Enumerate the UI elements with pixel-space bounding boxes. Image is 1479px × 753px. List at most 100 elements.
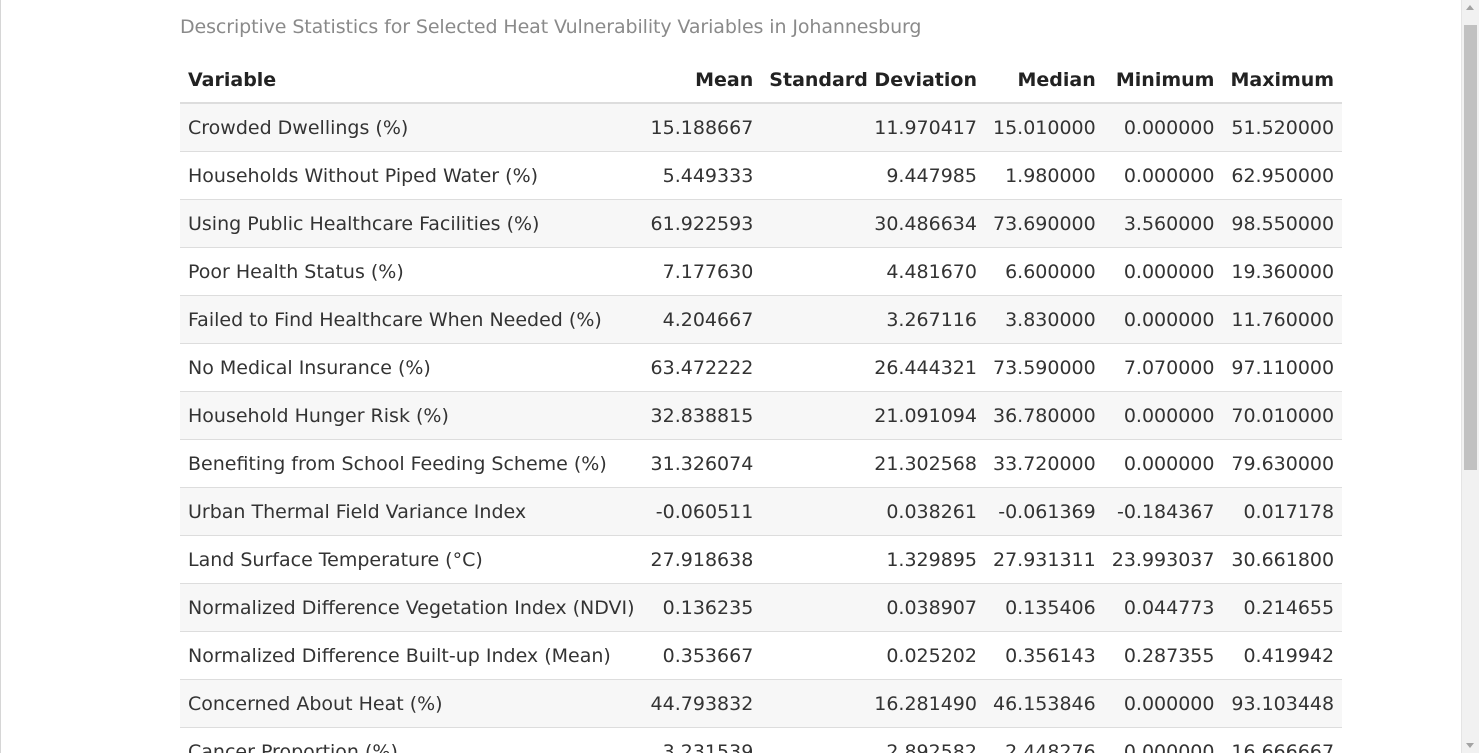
cell-variable: Cancer Proportion (%) [180, 727, 643, 753]
cell-variable: Crowded Dwellings (%) [180, 102, 643, 152]
cell-standard-deviation: 0.025202 [761, 631, 985, 680]
cell-mean: 32.838815 [642, 391, 762, 440]
cell-minimum: 7.070000 [1103, 343, 1223, 392]
descriptive-statistics-table: Variable Mean Standard Deviation Median … [180, 58, 1343, 753]
cell-mean: 31.326074 [642, 439, 762, 488]
cell-maximum: 70.010000 [1222, 391, 1343, 440]
cell-standard-deviation: 3.267116 [761, 295, 985, 344]
cell-mean: 61.922593 [642, 199, 762, 248]
cell-median: 2.448276 [984, 727, 1104, 753]
vertical-scrollbar[interactable] [1461, 0, 1479, 753]
cell-mean: 0.353667 [642, 631, 762, 680]
table-row: Failed to Find Healthcare When Needed (%… [180, 295, 1343, 344]
cell-maximum: 19.360000 [1222, 247, 1343, 296]
cell-maximum: 62.950000 [1222, 151, 1343, 200]
cell-median: 36.780000 [984, 391, 1104, 440]
cell-median: 27.931311 [984, 535, 1104, 584]
cell-minimum: 0.000000 [1103, 439, 1223, 488]
table-row: No Medical Insurance (%) 63.472222 26.44… [180, 343, 1343, 392]
cell-standard-deviation: 0.038907 [761, 583, 985, 632]
cell-median: 1.980000 [984, 151, 1104, 200]
cell-standard-deviation: 21.091094 [761, 391, 985, 440]
cell-median: 73.590000 [984, 343, 1104, 392]
cell-mean: 63.472222 [642, 343, 762, 392]
cell-minimum: 0.044773 [1103, 583, 1223, 632]
cell-mean: 0.136235 [642, 583, 762, 632]
cell-median: 3.830000 [984, 295, 1104, 344]
cell-variable: Urban Thermal Field Variance Index [180, 487, 643, 536]
cell-minimum: 0.000000 [1103, 391, 1223, 440]
cell-median: 73.690000 [984, 199, 1104, 248]
cell-mean: 15.188667 [642, 102, 762, 152]
cell-mean: 4.204667 [642, 295, 762, 344]
cell-maximum: 98.550000 [1222, 199, 1343, 248]
scroll-up-arrow-icon[interactable] [1466, 5, 1474, 10]
cell-variable: Normalized Difference Vegetation Index (… [180, 583, 643, 632]
cell-minimum: 23.993037 [1103, 535, 1223, 584]
cell-maximum: 93.103448 [1222, 679, 1343, 728]
cell-variable: Benefiting from School Feeding Scheme (%… [180, 439, 643, 488]
cell-mean: 7.177630 [642, 247, 762, 296]
table-row: Crowded Dwellings (%) 15.188667 11.97041… [180, 102, 1343, 152]
cell-maximum: 0.017178 [1222, 487, 1343, 536]
cell-variable: Failed to Find Healthcare When Needed (%… [180, 295, 643, 344]
cell-minimum: 3.560000 [1103, 199, 1223, 248]
cell-maximum: 0.419942 [1222, 631, 1343, 680]
cell-minimum: 0.000000 [1103, 247, 1223, 296]
column-header-minimum: Minimum [1103, 58, 1223, 104]
cell-maximum: 51.520000 [1222, 102, 1343, 152]
cell-maximum: 97.110000 [1222, 343, 1343, 392]
scrollbar-thumb[interactable] [1464, 25, 1477, 470]
cell-variable: No Medical Insurance (%) [180, 343, 643, 392]
table-caption: Descriptive Statistics for Selected Heat… [180, 16, 922, 38]
cell-maximum: 11.760000 [1222, 295, 1343, 344]
cell-standard-deviation: 30.486634 [761, 199, 985, 248]
column-header-standard-deviation: Standard Deviation [761, 58, 985, 104]
cell-standard-deviation: 11.970417 [761, 102, 985, 152]
cell-minimum: 0.287355 [1103, 631, 1223, 680]
cell-minimum: 0.000000 [1103, 727, 1223, 753]
table-row: Normalized Difference Built-up Index (Me… [180, 631, 1343, 680]
cell-standard-deviation: 1.329895 [761, 535, 985, 584]
table-row: Normalized Difference Vegetation Index (… [180, 583, 1343, 632]
cell-variable: Household Hunger Risk (%) [180, 391, 643, 440]
cell-standard-deviation: 0.038261 [761, 487, 985, 536]
table-row: Concerned About Heat (%) 44.793832 16.28… [180, 679, 1343, 728]
cell-median: 15.010000 [984, 102, 1104, 152]
table-row: Households Without Piped Water (%) 5.449… [180, 151, 1343, 200]
cell-maximum: 0.214655 [1222, 583, 1343, 632]
cell-maximum: 30.661800 [1222, 535, 1343, 584]
scroll-down-arrow-icon[interactable] [1466, 743, 1474, 748]
table-row: Benefiting from School Feeding Scheme (%… [180, 439, 1343, 488]
cell-maximum: 16.666667 [1222, 727, 1343, 753]
column-header-median: Median [984, 58, 1104, 104]
cell-standard-deviation: 2.892582 [761, 727, 985, 753]
column-header-variable: Variable [180, 58, 643, 104]
cell-variable: Poor Health Status (%) [180, 247, 643, 296]
cell-median: -0.061369 [984, 487, 1104, 536]
cell-median: 46.153846 [984, 679, 1104, 728]
table-header-row: Variable Mean Standard Deviation Median … [180, 58, 1343, 104]
cell-variable: Land Surface Temperature (°C) [180, 535, 643, 584]
cell-standard-deviation: 9.447985 [761, 151, 985, 200]
cell-variable: Normalized Difference Built-up Index (Me… [180, 631, 643, 680]
cell-mean: 27.918638 [642, 535, 762, 584]
cell-standard-deviation: 21.302568 [761, 439, 985, 488]
cell-minimum: 0.000000 [1103, 295, 1223, 344]
cell-minimum: 0.000000 [1103, 679, 1223, 728]
table-row: Using Public Healthcare Facilities (%) 6… [180, 199, 1343, 248]
cell-variable: Using Public Healthcare Facilities (%) [180, 199, 643, 248]
table-row: Cancer Proportion (%) 3.231539 2.892582 … [180, 727, 1343, 753]
table-row: Land Surface Temperature (°C) 27.918638 … [180, 535, 1343, 584]
cell-standard-deviation: 16.281490 [761, 679, 985, 728]
table-row: Poor Health Status (%) 7.177630 4.481670… [180, 247, 1343, 296]
table-row: Urban Thermal Field Variance Index -0.06… [180, 487, 1343, 536]
cell-variable: Households Without Piped Water (%) [180, 151, 643, 200]
cell-minimum: 0.000000 [1103, 102, 1223, 152]
cell-mean: 44.793832 [642, 679, 762, 728]
cell-median: 6.600000 [984, 247, 1104, 296]
column-header-mean: Mean [642, 58, 762, 104]
cell-minimum: -0.184367 [1103, 487, 1223, 536]
table-row: Household Hunger Risk (%) 32.838815 21.0… [180, 391, 1343, 440]
